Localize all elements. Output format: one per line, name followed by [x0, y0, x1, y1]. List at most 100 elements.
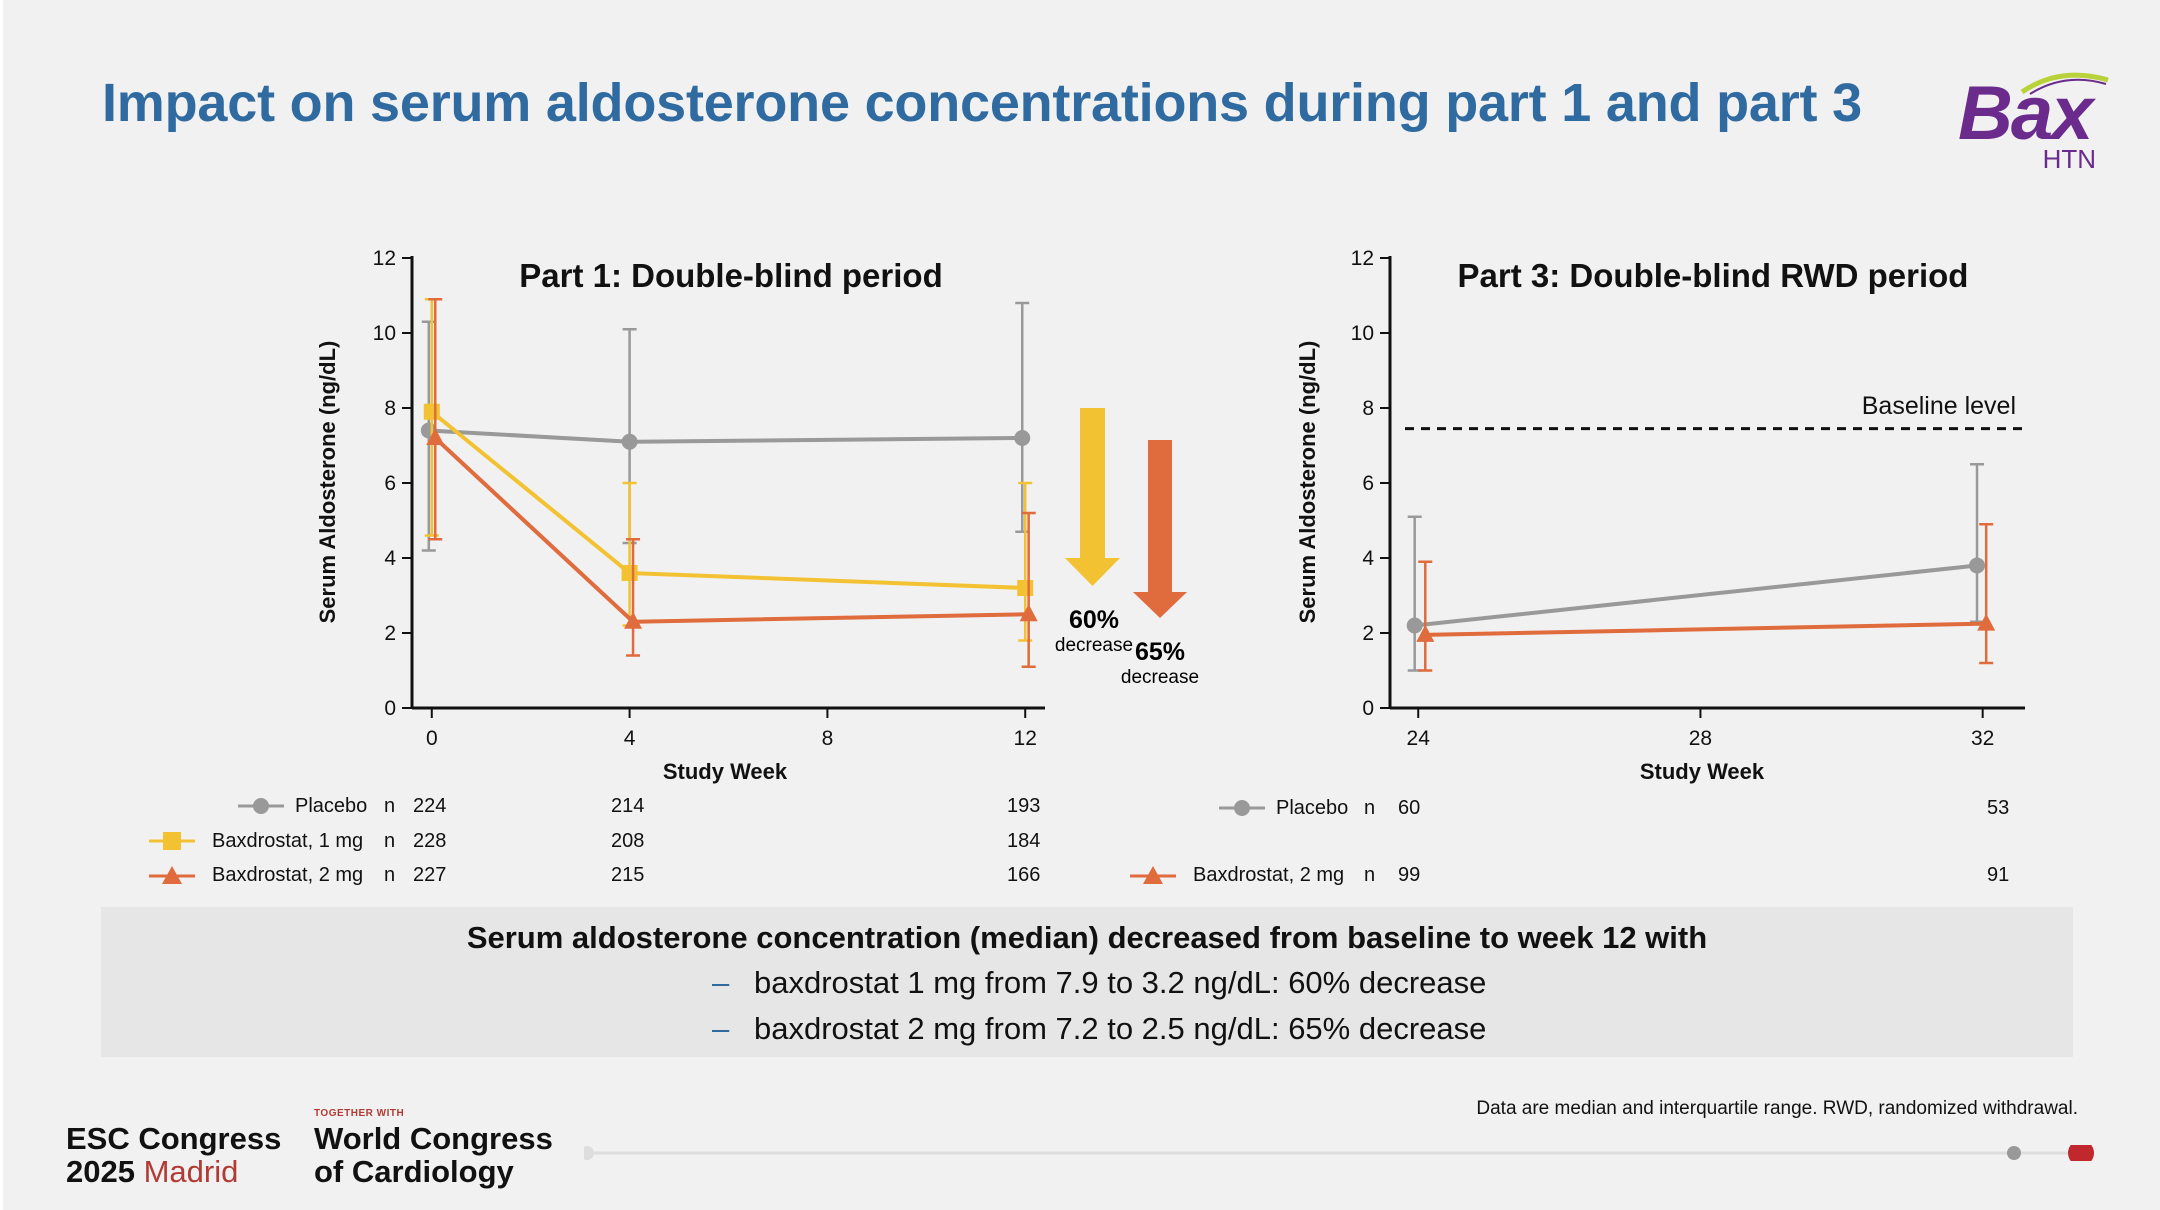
n-value: 208: [611, 830, 645, 852]
n-value: 224: [413, 795, 447, 817]
progress-marker-dot[interactable]: [2007, 1146, 2021, 1160]
part1-x-tick-label: 12: [1014, 727, 1037, 750]
footnote: Data are median and interquartile range.…: [1476, 1098, 2078, 1119]
n-label: n: [384, 830, 396, 852]
part1-y-axis-label: Serum Aldosterone (ng/dL): [315, 341, 340, 624]
n-value: 228: [413, 830, 447, 852]
legend-bax2-label: Baxdrostat, 2 mg: [1193, 864, 1345, 886]
part3-y-tick-label: 0: [1362, 697, 1374, 720]
bullet-dash: –: [712, 965, 730, 1000]
wcc-line1: World Congress: [314, 1121, 553, 1156]
part3-point-placebo: [1406, 617, 1423, 634]
part3-y-axis-label: Serum Aldosterone (ng/dL): [1295, 341, 1320, 624]
part1-point-baxdrostat-2-mg: [1019, 604, 1038, 622]
part3-y-tick-label: 12: [1351, 247, 1374, 270]
part3-x-tick-label: 28: [1689, 727, 1712, 750]
annotation-1mg-label: decrease: [1055, 635, 1133, 656]
n-label: n: [384, 795, 396, 817]
summary-line-1mg: – baxdrostat 1 mg from 7.9 to 3.2 ng/dL: …: [712, 965, 1486, 1001]
part3-series: [1406, 463, 1996, 672]
part3-point-baxdrostat-2-mg: [1416, 624, 1435, 642]
part1-x-tick-label: 8: [822, 727, 834, 750]
legend-bax1-marker: [149, 832, 195, 850]
down-arrow-1mg-icon: [1065, 408, 1120, 586]
part3-chart: Part 3: Double-blind RWD period Serum Al…: [1295, 247, 2025, 784]
wcc-together-with: TOGETHER WITH: [314, 1108, 405, 1119]
legend-bax1-label: Baxdrostat, 1 mg: [212, 830, 364, 852]
part1-y-tick-label: 0: [384, 697, 396, 720]
baxhtn-logo: Bax HTN: [1950, 62, 2109, 177]
summary-text-1mg: baxdrostat 1 mg from 7.9 to 3.2 ng/dL: 6…: [754, 965, 1487, 1000]
part3-y-tick-label: 2: [1362, 622, 1374, 645]
part1-x-tick-label: 4: [624, 727, 636, 750]
part1-chart-title: Part 1: Double-blind period: [519, 257, 943, 294]
part1-point-baxdrostat-1-mg: [1017, 580, 1034, 596]
esc-year: 2025: [66, 1154, 135, 1189]
part1-line-baxdrostat-2-mg: [433, 436, 1029, 624]
part1-point-baxdrostat-2-mg: [426, 428, 445, 445]
wcc-line2: of Cardiology: [314, 1154, 514, 1189]
world-congress-logo: World Congress of Cardiology: [314, 1122, 553, 1188]
annotation-2mg-label: decrease: [1121, 667, 1199, 688]
part3-y-tick-label: 10: [1351, 322, 1374, 345]
part1-axes: 0 2 4 6 8 10 12 0 4 8 12: [373, 247, 1045, 750]
part1-x-axis-label: Study Week: [663, 759, 788, 784]
legend-placebo-marker: [238, 798, 284, 814]
n-value: 91: [1987, 864, 2010, 886]
part1-point-baxdrostat-1-mg: [621, 565, 638, 581]
part3-y-tick-label: 4: [1362, 547, 1374, 570]
bullet-dash: –: [712, 1011, 730, 1046]
esc-congress-logo: ESC Congress 2025 Madrid: [66, 1122, 281, 1188]
progress-current-dot[interactable]: [2068, 1145, 2094, 1161]
part1-chart: Part 1: Double-blind period Serum Aldost…: [315, 247, 1199, 784]
part3-x-tick-label: 32: [1971, 727, 1994, 750]
esc-line1: ESC Congress: [66, 1121, 282, 1156]
part1-y-tick-label: 10: [373, 322, 396, 345]
logo-swoosh-icon: [2020, 72, 2109, 95]
annotation-1mg-percent: 60%: [1069, 606, 1119, 634]
n-value: 60: [1398, 797, 1421, 819]
part3-point-placebo: [1969, 557, 1986, 574]
down-arrow-2mg-icon: [1133, 440, 1187, 618]
part1-x-tick-label: 0: [426, 727, 438, 750]
n-value: 184: [1007, 830, 1041, 852]
slide-edge: [0, 0, 3, 1210]
slide-title: Impact on serum aldosterone concentratio…: [102, 73, 1862, 133]
slide-progress-bar[interactable]: [584, 1145, 2104, 1161]
n-value: 99: [1398, 864, 1421, 886]
part3-line-baxdrostat-2-mg: [1425, 621, 1987, 637]
n-value: 53: [1987, 797, 2010, 819]
legend-placebo-label: Placebo: [295, 795, 368, 817]
part1-y-tick-label: 2: [384, 622, 396, 645]
part3-y-tick-label: 8: [1362, 397, 1374, 420]
esc-city: Madrid: [143, 1154, 239, 1189]
part1-point-baxdrostat-1-mg: [423, 403, 440, 420]
summary-line-2mg: – baxdrostat 2 mg from 7.2 to 2.5 ng/dL: …: [712, 1011, 1486, 1047]
logo-sub-text: HTN: [2042, 144, 2096, 174]
n-value: 215: [611, 864, 645, 886]
part3-chart-title: Part 3: Double-blind RWD period: [1458, 257, 1969, 294]
legend-bax2-label: Baxdrostat, 2 mg: [212, 864, 364, 886]
legend-placebo-marker: [1219, 800, 1265, 816]
annotation-2mg-percent: 65%: [1135, 638, 1185, 666]
part3-x-tick-label: 24: [1407, 727, 1431, 750]
n-label: n: [1364, 797, 1376, 819]
part1-line-placebo: [428, 428, 1023, 444]
part3-point-baxdrostat-2-mg: [1977, 613, 1996, 631]
part1-y-tick-label: 6: [384, 472, 396, 495]
part3-y-tick-label: 6: [1362, 472, 1374, 495]
legend-bax2-marker: [149, 866, 195, 884]
summary-text-2mg: baxdrostat 2 mg from 7.2 to 2.5 ng/dL: 6…: [754, 1011, 1487, 1046]
part3-x-axis-label: Study Week: [1640, 759, 1765, 784]
baseline-label: Baseline level: [1862, 392, 2016, 420]
n-value: 214: [611, 795, 645, 817]
part1-annotation-1mg: 60% decrease: [1055, 408, 1133, 656]
progress-start-dot: [584, 1146, 594, 1160]
part1-point-placebo: [621, 433, 638, 450]
part1-y-tick-label: 8: [384, 397, 396, 420]
n-value: 227: [413, 864, 447, 886]
part1-y-tick-label: 4: [384, 547, 396, 570]
summary-box: Serum aldosterone concentration (median)…: [101, 907, 2073, 1057]
n-label: n: [384, 864, 396, 886]
